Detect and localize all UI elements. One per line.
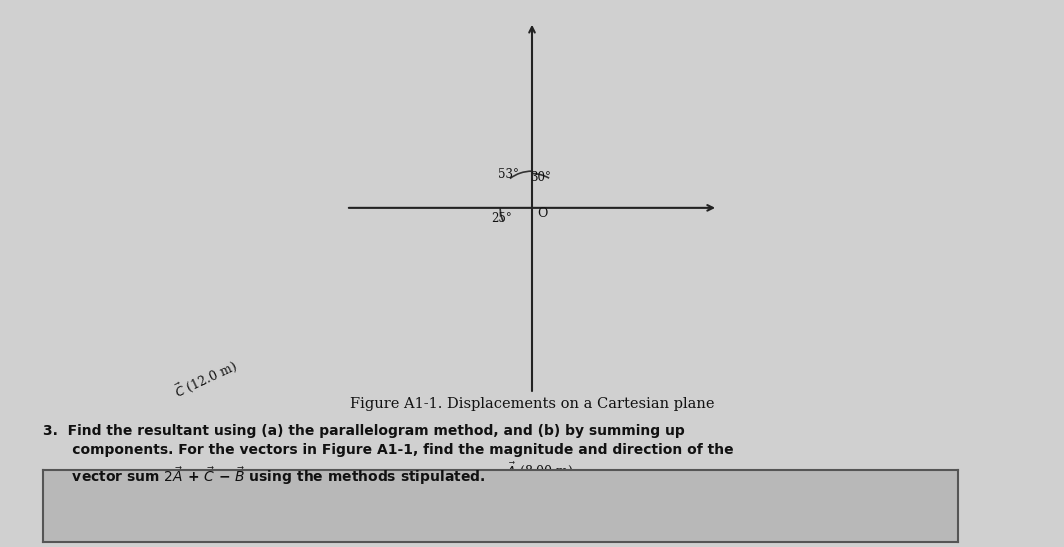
Text: 30°: 30° <box>530 171 551 184</box>
Text: Figure A1-1. Displacements on a Cartesian plane: Figure A1-1. Displacements on a Cartesia… <box>350 397 714 411</box>
Text: $\vec{C}$ (12.0 m): $\vec{C}$ (12.0 m) <box>171 356 239 401</box>
Text: O: O <box>537 207 548 220</box>
Text: $\vec{A}$ (8.00 m): $\vec{A}$ (8.00 m) <box>505 461 573 479</box>
Text: 3.  Find the resultant using (a) the parallelogram method, and (b) by summing up: 3. Find the resultant using (a) the para… <box>43 424 733 487</box>
Text: 25°: 25° <box>492 212 512 225</box>
Text: 53°: 53° <box>498 167 519 181</box>
